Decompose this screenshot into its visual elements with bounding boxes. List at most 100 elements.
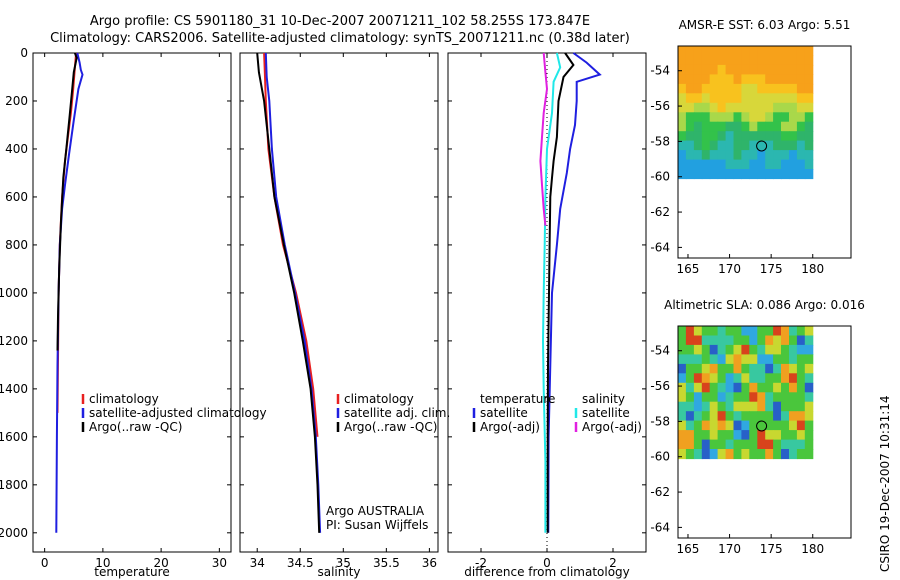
map-cell	[757, 93, 766, 104]
y-tick-label: 1400	[0, 382, 28, 396]
map-cell	[693, 169, 703, 180]
map-cell	[693, 363, 703, 374]
map-cell	[804, 150, 814, 161]
map-cell	[773, 121, 782, 132]
map-cell	[678, 392, 687, 403]
map-cell	[789, 326, 798, 337]
map-cell	[804, 83, 814, 94]
map-cell	[804, 354, 814, 365]
panel-frame	[32, 52, 232, 553]
map-cell	[717, 335, 727, 346]
map-cell	[773, 159, 782, 170]
map-field	[678, 326, 814, 460]
map-cell	[709, 64, 719, 75]
map-cell	[796, 121, 806, 132]
y-tick-label: 800	[5, 238, 28, 252]
map-cell	[678, 121, 687, 132]
map-cell	[725, 449, 735, 460]
map-cell	[804, 169, 814, 180]
y-tick-label: 2000	[0, 526, 28, 540]
map-cell	[789, 64, 798, 75]
map-cell	[733, 401, 742, 412]
panel-frame	[239, 52, 439, 553]
map-cell	[717, 420, 727, 431]
map-cell	[741, 439, 750, 450]
map-cell	[781, 102, 790, 113]
map-cell	[685, 112, 695, 123]
map-cell	[741, 64, 750, 75]
map-cell	[678, 449, 687, 460]
map-cell	[796, 439, 806, 450]
map-cell	[789, 46, 798, 57]
map-cell	[789, 411, 798, 422]
map-cell	[757, 354, 766, 365]
map-cell	[733, 439, 742, 450]
map-cell	[765, 411, 774, 422]
y-tick-label: 200	[5, 94, 28, 108]
x-tick-label: 0	[543, 556, 551, 570]
attribution-text: Argo AUSTRALIA	[326, 504, 425, 518]
map-cell	[693, 102, 703, 113]
map-cell	[733, 382, 742, 393]
map-cell	[725, 401, 735, 412]
x-tick-label: -2	[475, 556, 487, 570]
map-cell	[773, 392, 782, 403]
map-cell	[781, 373, 790, 384]
series-line-argo-raw-qc-	[256, 52, 321, 533]
map-cell	[693, 46, 703, 57]
map-cell	[725, 335, 735, 346]
figure-title-line2: Climatology: CARS2006. Satellite-adjuste…	[50, 31, 630, 46]
x-tick-label: 30	[212, 556, 227, 570]
map-cell	[733, 64, 742, 75]
x-tick-label: 34.5	[287, 556, 314, 570]
map-cell	[789, 392, 798, 403]
map-cell	[765, 93, 774, 104]
x-tick-label: 35.5	[373, 556, 400, 570]
map-cell	[741, 401, 750, 412]
map-cell	[725, 64, 735, 75]
map-cell	[725, 420, 735, 431]
map-cell	[765, 373, 774, 384]
map-cell	[733, 420, 742, 431]
map-cell	[796, 46, 806, 57]
map-cell	[678, 430, 687, 441]
map-cell	[773, 326, 782, 337]
map-cell	[757, 382, 766, 393]
map-cell	[765, 335, 774, 346]
map-cell	[701, 93, 711, 104]
map-cell	[717, 439, 727, 450]
x-tick-label: 180	[801, 262, 824, 276]
map-cell	[709, 392, 719, 403]
y-tick-label: -58	[650, 414, 670, 428]
map-cell	[757, 83, 766, 94]
map-cell	[789, 159, 798, 170]
map-cell	[773, 449, 782, 460]
y-tick-label: -62	[650, 485, 670, 499]
map-cell	[749, 121, 758, 132]
map-field	[678, 46, 814, 180]
map-cell	[749, 159, 758, 170]
map-cell	[725, 159, 735, 170]
map-cell	[717, 159, 727, 170]
y-tick-label: -60	[650, 170, 670, 184]
map-cell	[757, 64, 766, 75]
map-cell	[733, 449, 742, 460]
map-cell	[709, 150, 719, 161]
map-cell	[725, 363, 735, 374]
map-cell	[733, 74, 742, 85]
map-cell	[804, 401, 814, 412]
map-cell	[781, 411, 790, 422]
map-cell	[733, 102, 742, 113]
map-cell	[749, 83, 758, 94]
map-cell	[678, 64, 687, 75]
map-cell	[757, 373, 766, 384]
map-cell	[796, 354, 806, 365]
map-cell	[733, 150, 742, 161]
map-cell	[804, 74, 814, 85]
map-cell	[725, 344, 735, 355]
map-cell	[796, 392, 806, 403]
map-cell	[773, 55, 782, 66]
map-cell	[781, 74, 790, 85]
map-cell	[685, 131, 695, 142]
map-cell	[757, 392, 766, 403]
